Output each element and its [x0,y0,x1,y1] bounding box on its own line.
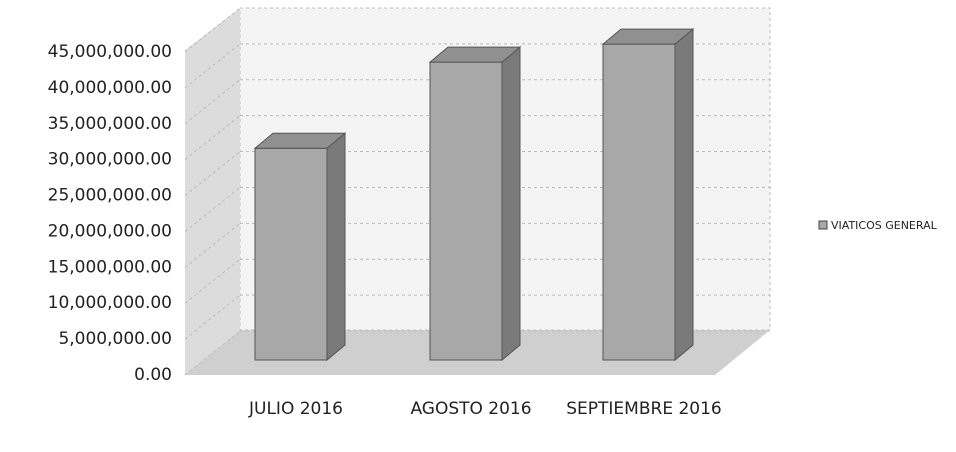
y-tick-label: 35,000,000.00 [48,114,172,134]
y-tick-label: 30,000,000.00 [48,150,172,170]
y-tick-label: 40,000,000.00 [48,78,172,98]
y-tick-label: 5,000,000.00 [58,329,172,349]
bar-face [254,147,328,361]
bar [601,28,695,362]
bar [253,132,347,362]
x-tick-label: AGOSTO 2016 [410,399,532,419]
side-wall [185,8,240,375]
legend-swatch [818,220,828,230]
bar-face [501,46,521,362]
bar-face [253,132,347,149]
y-tick-label: 0.00 [134,365,172,385]
bar-face [429,61,503,361]
y-tick-label: 10,000,000.00 [48,293,172,313]
bar [428,46,522,362]
bar-face [601,28,695,45]
y-tick-label: 45,000,000.00 [48,42,172,62]
y-tick-label: 25,000,000.00 [48,186,172,206]
x-tick-label: JULIO 2016 [249,399,343,419]
bar-face [326,132,346,362]
y-tick-label: 15,000,000.00 [48,257,172,277]
y-tick-label: 20,000,000.00 [48,221,172,241]
legend-label: VIATICOS GENERAL [831,219,938,232]
bar-face [674,28,694,362]
bar-face [428,46,522,63]
x-tick-label: SEPTIEMBRE 2016 [566,399,722,419]
bar-face [602,43,676,361]
